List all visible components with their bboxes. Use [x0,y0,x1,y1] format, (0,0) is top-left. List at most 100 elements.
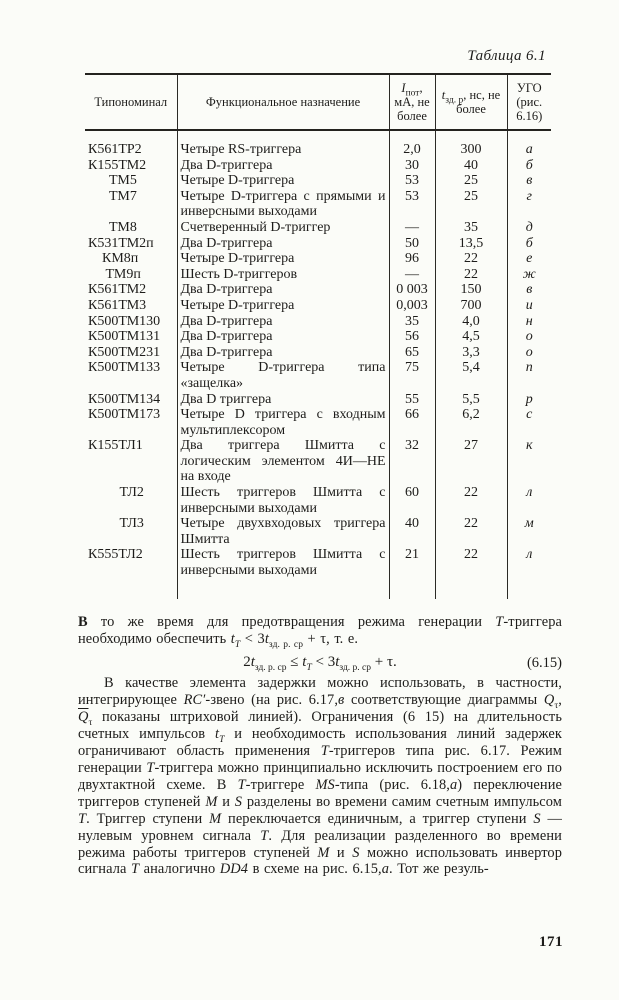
cell-ugo: м [506,516,551,548]
table-row: К561ТМ3 Четыре D-триггера 0,003 700 и [85,297,551,314]
table-row: К500ТМ231 Два D-триггера 65 3,3 о [85,344,551,361]
cell-ugo: б [506,157,551,174]
cell-function: Шесть триггеров Шмитта с инверсными выхо… [176,547,389,599]
table-caption: Таблица 6.1 [467,48,546,64]
table-header-row: Типономинал Функциональное назначение Iп… [85,74,551,131]
cell-current: 53 [388,188,435,220]
cell-current: 56 [388,329,435,345]
cell-ugo: в [506,173,551,189]
cell-function: Два D-триггера [176,344,389,361]
cell-ugo: и [506,297,551,314]
cell-type: ТМ8 [88,219,137,235]
cell-current: — [388,219,435,236]
cell-current: 0 003 [388,282,435,298]
cell-type: ТЛ3 [88,516,144,532]
cell-delay: 700 [434,297,507,314]
table-body: К561ТР2 Четыре RS-триггера 2,0 300 а К15… [85,130,551,599]
cell-current: 65 [388,344,435,361]
cell-current: 50 [388,235,435,252]
cell-function: Четыре D-триггера [176,251,389,267]
cell-current: 53 [388,173,435,189]
cell-type: К155ТМ2 [88,157,147,173]
cell-delay: 3,3 [434,344,507,361]
cell-type: КМ8п [88,251,139,267]
cell-ugo: п [506,360,551,392]
cell-function: Два триггера Шмитта с логическим элемент… [176,438,389,486]
table-row: ТМ5 Четыре D-триггера 53 25 в [85,173,551,189]
cell-current: — [388,266,435,283]
cell-function: Четыре D-триггера типа «защелка» [176,360,389,392]
cell-type: К500ТМ130 [88,313,161,329]
header-function: Функциональное назначение [176,74,389,131]
table-row: ТМ7 Четыре D-триггера с прямыми и инверс… [85,188,551,220]
paragraph-intro: В то же время для предотвращения режима … [78,613,562,650]
cell-delay: 150 [434,282,507,298]
cell-function: Четыре D-триггера [176,173,389,189]
cell-delay: 4,5 [434,329,507,345]
table-row: К500ТМ134 Два D триггера 55 5,5 р [85,391,551,408]
cell-ugo: а [506,130,551,158]
equation-number: (6.15) [526,655,562,672]
cell-function: Два D-триггера [176,329,389,345]
cell-ugo: л [506,547,551,599]
cell-type: К500ТМ231 [88,344,161,360]
cell-function: Два D-триггера [176,282,389,298]
cell-type: К155ТЛ1 [88,438,143,454]
cell-type: К500ТМ133 [88,360,161,376]
cell-ugo: л [506,485,551,517]
table-row: К155ТЛ1 Два триггера Шмитта с логическим… [85,438,551,486]
cell-type: К500ТМ173 [88,407,161,423]
table-row: К555ТЛ2 Шесть триггеров Шмитта с инверсн… [85,547,551,599]
table-row: К500ТМ173 Четыре D триггера с входным му… [85,407,551,439]
cell-function: Шесть D-триггеров [176,266,389,283]
cell-ugo: о [506,329,551,345]
cell-ugo: к [506,438,551,486]
cell-delay: 22 [434,547,507,599]
cell-function: Шесть триггеров Шмитта с инверсными выхо… [176,485,389,517]
cell-current: 32 [388,438,435,486]
cell-type: ТМ9п [88,266,141,282]
cell-function: Два D-триггера [176,313,389,330]
cell-delay: 25 [434,188,507,220]
cell-delay: 25 [434,173,507,189]
cell-type: К500ТМ131 [88,329,161,345]
table-row: ТМ9п Шесть D-триггеров — 22 ж [85,266,551,283]
cell-delay: 5,4 [434,360,507,392]
cell-ugo: ж [506,266,551,283]
table-row: К561ТР2 Четыре RS-триггера 2,0 300 а [85,130,551,158]
cell-delay: 6,2 [434,407,507,439]
table-row: КМ8п Четыре D-триггера 96 22 е [85,251,551,267]
cell-type: К531ТМ2п [88,235,154,251]
cell-delay: 22 [434,251,507,267]
table-row: ТЛ3 Четыре двухвходовых триггера Шмитта … [85,516,551,548]
table-row: К500ТМ133 Четыре D-триггера типа «защелк… [85,360,551,392]
cell-ugo: о [506,344,551,361]
table-header: Типономинал Функциональное назначение Iп… [85,74,551,131]
header-type: Типономинал [85,74,177,131]
cell-type: ТМ7 [88,188,137,204]
cell-ugo: с [506,407,551,439]
cell-delay: 300 [434,130,507,158]
table-row: К531ТМ2п Два D-триггера 50 13,5 б [85,235,551,252]
cell-delay: 4,0 [434,313,507,330]
cell-function: Четыре двухвходовых триггера Шмитта [176,516,389,548]
cell-delay: 5,5 [434,391,507,408]
cell-current: 96 [388,251,435,267]
cell-type: К500ТМ134 [88,391,161,407]
cell-type: ТЛ2 [88,485,144,501]
cell-current: 2,0 [388,130,435,158]
equation-body: 2tзд. р. ср ≤ tT < 3tзд. р. ср + τ. [243,654,397,674]
cell-current: 35 [388,313,435,330]
table-row: ТМ8 Счетверенный D-триггер — 35 д [85,219,551,236]
cell-delay: 27 [434,438,507,486]
cell-function: Четыре RS-триггера [176,130,389,158]
cell-ugo: д [506,219,551,236]
cell-delay: 40 [434,157,507,174]
cell-ugo: б [506,235,551,252]
header-ugo: УГО (рис. 6.16) [506,74,551,131]
cell-ugo: н [506,313,551,330]
cell-ugo: е [506,251,551,267]
table-row: К500ТМ131 Два D-триггера 56 4,5 о [85,329,551,345]
cell-current: 30 [388,157,435,174]
cell-function: Четыре D триггера с входным мультиплексо… [176,407,389,439]
